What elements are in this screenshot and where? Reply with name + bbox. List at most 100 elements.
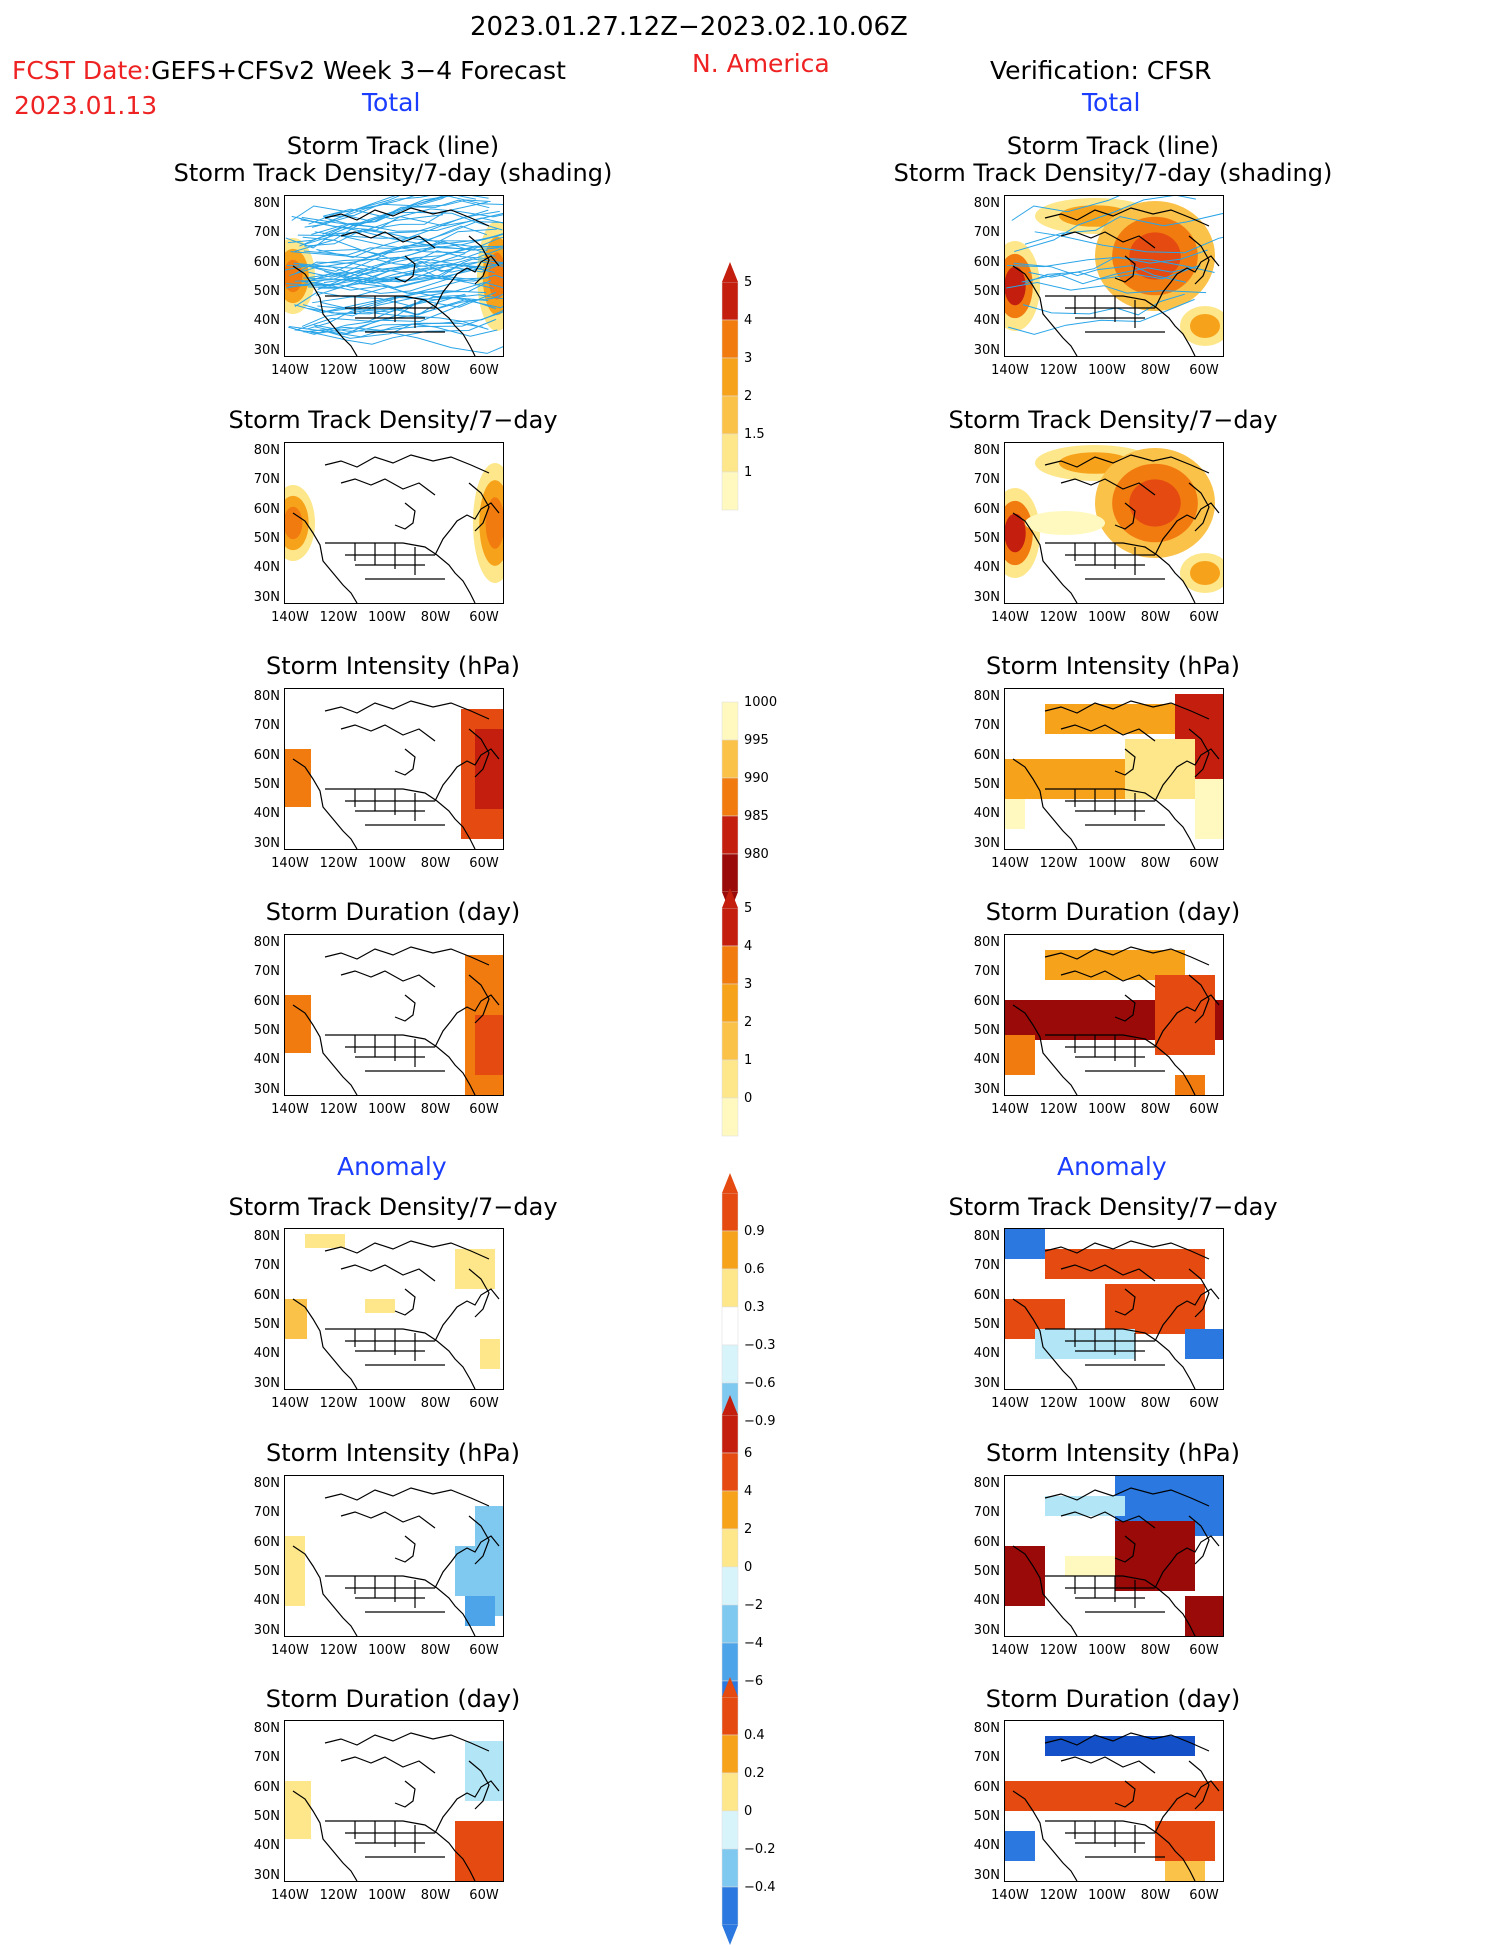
lat-tick: 80N bbox=[973, 1229, 1000, 1244]
lat-tick: 70N bbox=[973, 1505, 1000, 1521]
colorbar-swatch bbox=[721, 1452, 739, 1492]
coastline bbox=[292, 700, 500, 849]
lat-tick: 40N bbox=[973, 1346, 1000, 1362]
storm-track-line bbox=[285, 214, 444, 249]
lon-tick: 140W bbox=[991, 1396, 1029, 1411]
colorbar-label: 985 bbox=[744, 809, 769, 824]
coastline bbox=[1012, 1487, 1220, 1636]
shading-blob bbox=[485, 497, 503, 549]
lat-tick: 80N bbox=[253, 1721, 280, 1736]
shading-cell bbox=[465, 1741, 503, 1801]
lat-tick: 40N bbox=[253, 560, 280, 576]
lon-tick: 120W bbox=[1039, 1102, 1078, 1117]
lat-tick: 70N bbox=[973, 1750, 1000, 1766]
shading-cell bbox=[1065, 1556, 1115, 1576]
shading-cell bbox=[285, 1299, 307, 1339]
storm-track-line bbox=[321, 309, 503, 336]
coastline bbox=[1012, 946, 1220, 1095]
storm-track-line bbox=[315, 263, 503, 296]
storm-track-line bbox=[318, 233, 503, 255]
fcst-date-label: FCST Date:GEFS+CFSv2 Week 3−4 Forecast bbox=[12, 58, 566, 83]
storm-track-line bbox=[300, 196, 415, 224]
lon-tick: 100W bbox=[368, 1888, 406, 1903]
lat-tick: 70N bbox=[973, 964, 1000, 980]
colorbar-label: 0.3 bbox=[744, 1300, 765, 1315]
colorbar-swatch bbox=[721, 1528, 739, 1568]
colorbar-bottom-arrow bbox=[722, 1925, 738, 1945]
storm-track-line bbox=[1006, 249, 1208, 268]
coastline bbox=[1012, 1240, 1220, 1389]
shading-cell bbox=[1005, 1035, 1035, 1075]
storm-track-line bbox=[287, 196, 451, 244]
lat-tick: 60N bbox=[973, 1779, 1000, 1795]
lat-tick: 50N bbox=[973, 1316, 1000, 1332]
lat-tick: 70N bbox=[253, 225, 280, 241]
storm-track-line bbox=[291, 196, 400, 221]
lon-tick: 120W bbox=[319, 1396, 358, 1411]
lat-tick: 50N bbox=[973, 1022, 1000, 1038]
lat-tick: 80N bbox=[253, 1476, 280, 1491]
anomaly-left-label: Anomaly bbox=[337, 1152, 447, 1181]
lat-tick: 60N bbox=[973, 993, 1000, 1009]
map-plot bbox=[285, 1234, 500, 1389]
lat-tick: 40N bbox=[253, 1052, 280, 1068]
colorbar-label: 5 bbox=[744, 275, 753, 290]
shading-blob bbox=[1129, 479, 1181, 527]
shading-blob bbox=[1129, 232, 1181, 280]
lat-tick: 80N bbox=[253, 935, 280, 950]
shading-blob bbox=[285, 506, 303, 540]
map-panel-right-6 bbox=[1004, 1475, 1224, 1637]
panel-title: Storm Track Density/7−day bbox=[948, 1193, 1278, 1221]
lon-tick: 80W bbox=[1140, 1102, 1171, 1117]
shading-cell bbox=[455, 1249, 495, 1289]
storm-track-line bbox=[1014, 196, 1196, 253]
map-panel-left-6 bbox=[284, 1475, 504, 1637]
map-plot bbox=[285, 196, 503, 356]
colorbar-swatch bbox=[721, 281, 739, 321]
lon-tick: 120W bbox=[319, 1888, 358, 1903]
region-label: N. America bbox=[692, 49, 830, 78]
storm-track-line bbox=[322, 208, 503, 220]
colorbar-label: −0.6 bbox=[744, 1376, 776, 1391]
shading-cell bbox=[285, 1781, 311, 1839]
storm-track-line bbox=[1028, 257, 1215, 278]
storm-track-line bbox=[301, 250, 497, 287]
lat-tick: 70N bbox=[973, 718, 1000, 734]
map-plot bbox=[1005, 1229, 1223, 1389]
storm-track-line bbox=[298, 217, 499, 251]
shading-cell bbox=[285, 749, 311, 807]
colorbar-swatch bbox=[721, 1772, 739, 1812]
lat-tick: 80N bbox=[973, 1721, 1000, 1736]
lon-tick: 100W bbox=[368, 1102, 406, 1117]
colorbar-swatch bbox=[721, 1021, 739, 1061]
lat-tick: 70N bbox=[973, 1258, 1000, 1274]
lat-tick: 30N bbox=[253, 1622, 280, 1638]
panel-title: Storm Track (line) bbox=[1006, 132, 1220, 160]
lat-tick: 80N bbox=[253, 1229, 280, 1244]
storm-track-line bbox=[1011, 196, 1120, 221]
colorbar-swatch bbox=[721, 777, 739, 817]
colorbar-label: 990 bbox=[744, 771, 769, 786]
lon-tick: 80W bbox=[420, 1888, 451, 1903]
lat-tick: 50N bbox=[253, 776, 280, 792]
lat-tick: 80N bbox=[973, 196, 1000, 211]
lon-tick: 80W bbox=[1140, 856, 1171, 871]
lat-tick: 80N bbox=[973, 1476, 1000, 1491]
lon-tick: 60W bbox=[469, 363, 499, 378]
lat-tick: 40N bbox=[973, 1838, 1000, 1854]
shading-cell bbox=[1005, 1781, 1223, 1811]
lat-tick: 80N bbox=[973, 689, 1000, 704]
shading-blob bbox=[1005, 513, 1026, 553]
total-right-label: Total bbox=[1082, 88, 1141, 117]
colorbar-swatch bbox=[721, 983, 739, 1023]
colorbar-swatch bbox=[721, 433, 739, 473]
colorbar-label: 2 bbox=[744, 1522, 753, 1537]
lon-tick: 80W bbox=[1140, 1888, 1171, 1903]
lon-tick: 120W bbox=[1039, 1643, 1078, 1658]
lat-tick: 60N bbox=[973, 501, 1000, 517]
lon-tick: 120W bbox=[319, 1102, 358, 1117]
lat-tick: 30N bbox=[973, 1622, 1000, 1638]
shading-cell bbox=[455, 1821, 503, 1881]
map-panel-right-2 bbox=[1004, 442, 1224, 604]
lat-tick: 50N bbox=[973, 776, 1000, 792]
